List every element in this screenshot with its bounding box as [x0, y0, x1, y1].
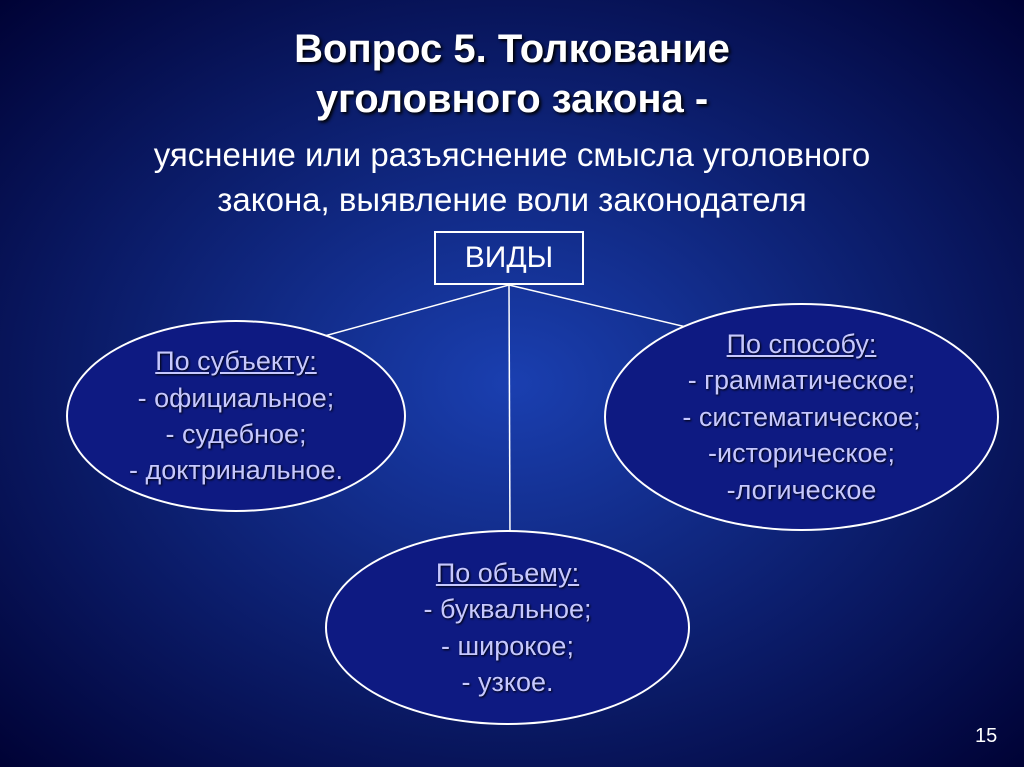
subtitle-line1: уяснение или разъяснение смысла уголовно… — [154, 136, 870, 173]
types-label: ВИДЫ — [465, 241, 553, 275]
title-line2: уголовного закона - — [316, 77, 708, 121]
ellipse-left-item: - официальное; — [138, 380, 335, 416]
ellipse-right-header: По способу: — [727, 326, 877, 362]
types-box: ВИДЫ — [434, 231, 584, 285]
ellipse-by-subject: По субъекту: - официальное; - судебное; … — [66, 320, 406, 512]
ellipse-bottom-item: - широкое; — [441, 628, 574, 664]
ellipse-bottom-header: По объему: — [436, 555, 579, 591]
slide-root: Вопрос 5. Толкование уголовного закона -… — [0, 0, 1024, 767]
slide-subtitle: уяснение или разъяснение смысла уголовно… — [0, 133, 1024, 222]
ellipse-right-item: - грамматическое; — [688, 362, 916, 398]
ellipse-left-header: По субъекту: — [155, 343, 316, 379]
subtitle-line2: закона, выявление воли законодателя — [217, 181, 806, 218]
title-line1: Вопрос 5. Толкование — [294, 27, 730, 71]
ellipse-left-item: - судебное; — [166, 416, 307, 452]
ellipse-right-item: -историческое; — [708, 435, 895, 471]
ellipse-left-item: - доктринальное. — [129, 452, 343, 488]
slide-title: Вопрос 5. Толкование уголовного закона - — [0, 24, 1024, 124]
ellipse-by-method: По способу: - грамматическое; - системат… — [604, 303, 999, 531]
page-number: 15 — [975, 725, 997, 748]
ellipse-right-item: - систематическое; — [682, 399, 920, 435]
ellipse-bottom-item: - узкое. — [461, 664, 553, 700]
ellipse-right-item: -логическое — [727, 472, 877, 508]
ellipse-bottom-item: - буквальное; — [424, 591, 592, 627]
ellipse-by-volume: По объему: - буквальное; - широкое; - уз… — [325, 530, 690, 725]
